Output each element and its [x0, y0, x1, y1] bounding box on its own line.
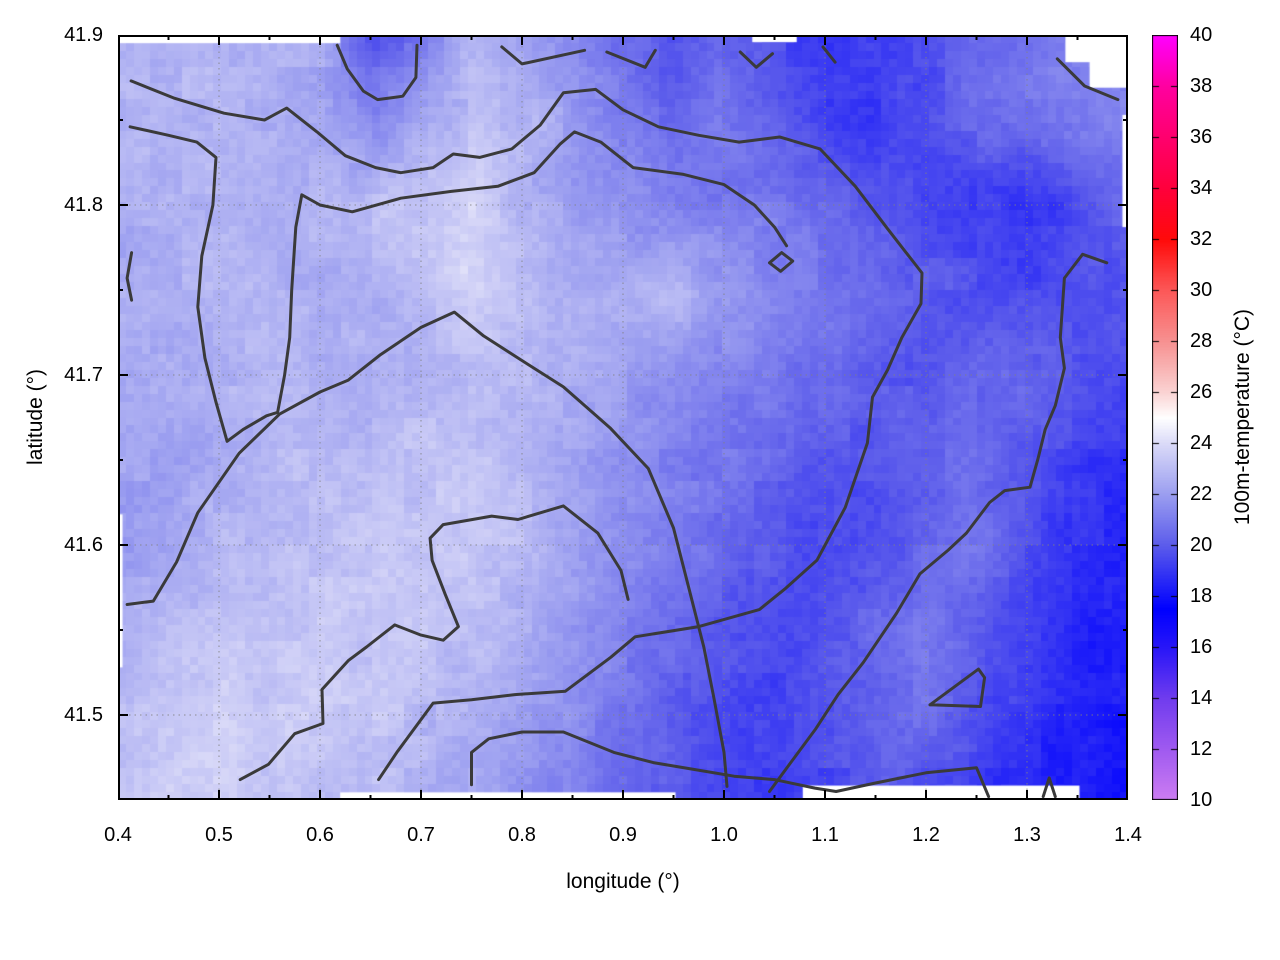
contour-line-loop-triangle [928, 667, 987, 708]
colorbar-title: 100m-temperature (°C) [1231, 308, 1254, 526]
colorbar-tick-label: 14 [1190, 687, 1213, 709]
x-tick-label: 0.4 [104, 824, 132, 846]
colorbar-tick-label: 38 [1190, 75, 1213, 97]
contour-line-seg-top-2 [605, 48, 657, 69]
colorbar-tick-label: 16 [1190, 636, 1213, 658]
contour-line-seg-top-1 [500, 45, 587, 66]
contour-line-loop-small [768, 251, 795, 273]
contour-line-pocket-top [335, 43, 419, 102]
colorbar-tick-label: 22 [1190, 483, 1213, 505]
plot-border [118, 35, 1128, 800]
x-tick-label: 1.3 [1013, 824, 1041, 846]
contour-line-c1-long [129, 79, 924, 782]
x-tick-label: 0.8 [508, 824, 536, 846]
colorbar-tick-label: 28 [1190, 330, 1213, 352]
colorbar-tick-label: 30 [1190, 279, 1213, 301]
x-tick-label: 0.7 [407, 824, 435, 846]
y-tick-label: 41.9 [64, 24, 103, 46]
colorbar-tick-label: 24 [1190, 432, 1213, 454]
contour-line-arc-left-edge [125, 251, 134, 302]
x-axis-title: longitude (°) [566, 870, 680, 893]
colorbar-tick-label: 18 [1190, 585, 1213, 607]
colorbar-tick-label: 26 [1190, 381, 1213, 403]
plot-overlay-svg [118, 35, 1128, 800]
x-tick-label: 1.2 [912, 824, 940, 846]
x-tick-label: 0.6 [306, 824, 334, 846]
colorbar [1152, 35, 1178, 800]
y-axis-title: latitude (°) [24, 369, 47, 465]
contour-line-seg-topright-corner [1055, 57, 1120, 102]
colorbar-tick-label: 36 [1190, 126, 1213, 148]
x-tick-label: 1.0 [710, 824, 738, 846]
x-tick-label: 1.1 [811, 824, 839, 846]
contour-line-seg-top-4 [821, 45, 837, 64]
y-tick-label: 41.6 [64, 534, 103, 556]
plot-area [118, 35, 1128, 800]
y-tick-label: 41.7 [64, 364, 103, 386]
y-tick-label: 41.5 [64, 704, 103, 726]
colorbar-tick-label: 20 [1190, 534, 1213, 556]
contour-line-frag-bottom [1041, 776, 1057, 799]
colorbar-tick-label: 34 [1190, 177, 1213, 199]
contour-line-c3-mid [125, 310, 729, 788]
colorbar-tick-label: 12 [1190, 738, 1213, 760]
x-tick-label: 0.5 [205, 824, 233, 846]
contour-line-c5-bottom [470, 730, 991, 799]
x-tick-label: 1.4 [1114, 824, 1142, 846]
colorbar-tick-label: 32 [1190, 228, 1213, 250]
y-tick-label: 41.8 [64, 194, 103, 216]
contour-line-c2-tongue [128, 125, 789, 443]
contour-line-c4-south [238, 504, 630, 782]
x-tick-label: 0.9 [609, 824, 637, 846]
contour-line-seg-top-3 [738, 50, 774, 69]
colorbar-tick-label: 40 [1190, 24, 1213, 46]
colorbar-tick-label: 10 [1190, 789, 1213, 811]
contour-line-c0-east [768, 252, 1109, 793]
